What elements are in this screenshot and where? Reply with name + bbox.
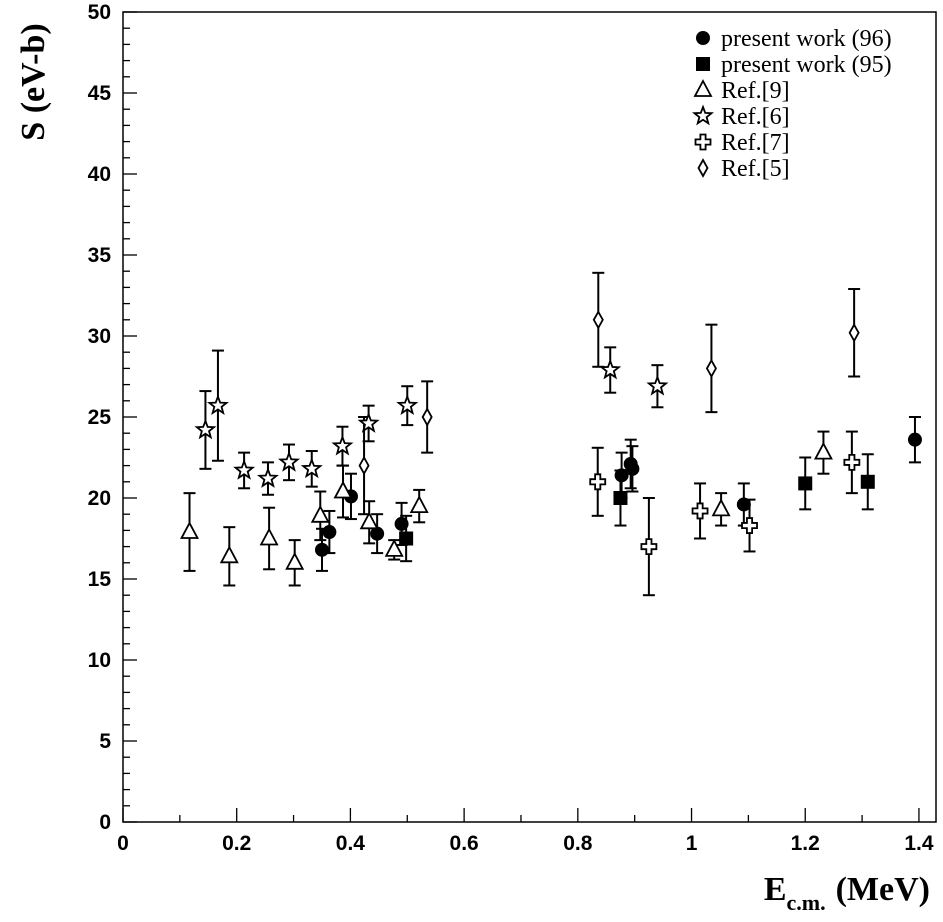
data-point-open-diamond [358, 455, 370, 476]
data-point-open-diamond [421, 407, 433, 427]
data-point-open-triangle [711, 498, 731, 517]
data-point-filled-circle [625, 461, 640, 476]
legend-item: Ref.[5] [697, 156, 790, 182]
y-tick-label: 15 [88, 568, 112, 591]
data-point-filled-circle [314, 542, 329, 557]
x-axis-title-subscript: c.m. [787, 890, 826, 915]
data-point-open-triangle [333, 480, 353, 499]
legend-marker-open-cross [694, 133, 712, 151]
legend-marker-open-triangle [693, 79, 713, 97]
x-tick-label: 1 [686, 832, 698, 855]
data-point-open-cross [640, 538, 658, 555]
data-point-open-star [206, 394, 229, 416]
data-point-filled-circle [614, 468, 629, 483]
x-tick-label: 1.4 [904, 832, 934, 855]
data-point-open-diamond [705, 358, 717, 379]
data-point-open-cross [741, 517, 758, 534]
data-point-open-star [331, 434, 354, 456]
data-point-open-triangle [359, 511, 379, 530]
data-point-open-star [233, 458, 256, 480]
error-bars [183, 271, 921, 597]
data-point-filled-circle [370, 526, 385, 541]
data-point-open-triangle [259, 527, 279, 546]
legend-label: present work (96) [721, 26, 892, 52]
y-tick-label: 25 [88, 406, 112, 429]
x-tick-label: 0.8 [563, 832, 593, 855]
data-point-open-star [256, 467, 279, 488]
y-tick-label: 35 [88, 244, 112, 267]
data-point-filled-circle [394, 516, 409, 531]
data-point-open-cross [843, 453, 861, 471]
data-point-open-triangle [813, 441, 833, 460]
data-point-filled-circle [907, 432, 922, 447]
legend-label: Ref.[9] [721, 78, 790, 104]
data-point-open-triangle [384, 538, 404, 557]
legend-label: Ref.[7] [721, 130, 790, 156]
legend: present work (96)present work (95)Ref.[9… [692, 26, 892, 182]
data-point-filled-square [399, 531, 414, 546]
y-tick-label: 5 [99, 730, 111, 753]
data-point-open-star [300, 457, 323, 479]
y-tick-label: 20 [88, 487, 111, 510]
data-point-filled-circle [736, 497, 751, 512]
data-point-open-diamond [848, 322, 860, 343]
plot-frame [122, 11, 937, 823]
data-point-open-cross [691, 502, 709, 520]
data-point-open-star [278, 450, 300, 472]
data-point-filled-circle [322, 525, 337, 540]
data-point-filled-square [860, 474, 875, 489]
legend-marker-open-diamond [697, 158, 709, 178]
data-point-open-star [194, 418, 217, 440]
x-tick-label: 0.4 [336, 832, 366, 855]
legend-marker-open-star [692, 104, 714, 126]
x-axis-title-main: E [764, 871, 787, 908]
data-markers [180, 309, 922, 570]
y-tick-label: 0 [99, 811, 111, 834]
data-point-open-triangle [285, 551, 305, 570]
x-axis-title: Ec.m. (MeV) [764, 871, 930, 915]
y-axis-tick-labels: 0 5 10 15 20 25 30 35 40 45 50 [88, 1, 112, 834]
y-tick-label: 30 [88, 325, 111, 348]
legend-label: Ref.[6] [721, 104, 790, 130]
x-axis-tick-labels: 0 0.2 0.4 0.6 0.8 1 1.2 1.4 [117, 832, 934, 855]
data-point-filled-square [613, 491, 628, 505]
x-axis-title-unit: (MeV) [836, 871, 930, 908]
y-tick-label: 45 [88, 82, 112, 105]
legend-marker-filled-circle [696, 31, 710, 45]
legend-item: Ref.[6] [692, 104, 790, 130]
legend-item: Ref.[9] [693, 78, 790, 104]
legend-item: Ref.[7] [694, 130, 790, 156]
data-point-open-triangle [310, 504, 330, 523]
data-point-filled-square [798, 476, 813, 491]
data-point-open-triangle [180, 521, 200, 539]
y-tick-label: 50 [88, 1, 111, 24]
x-tick-label: 1.2 [791, 832, 820, 855]
x-tick-label: 0.6 [450, 832, 479, 855]
legend-label: Ref.[5] [721, 156, 790, 182]
y-axis-ticks [123, 11, 137, 823]
data-point-open-star [646, 374, 669, 396]
data-point-open-star [357, 411, 380, 433]
legend-item: present work (95) [696, 52, 892, 78]
x-tick-label: 0.2 [222, 832, 251, 855]
legend-marker-filled-square [696, 57, 710, 71]
data-point-open-triangle [219, 545, 239, 564]
data-point-open-star [396, 394, 419, 416]
legend-item: present work (96) [696, 26, 892, 52]
data-point-open-diamond [592, 309, 604, 330]
data-point-open-cross [589, 473, 607, 491]
data-point-open-star [599, 358, 622, 380]
y-axis-title: S (eV-b) [15, 23, 52, 140]
x-axis-ticks [122, 808, 920, 822]
x-tick-label: 0 [117, 832, 129, 855]
legend-label: present work (95) [721, 52, 892, 78]
y-tick-label: 10 [88, 649, 111, 672]
y-tick-label: 40 [88, 163, 111, 186]
data-point-open-triangle [409, 495, 429, 513]
